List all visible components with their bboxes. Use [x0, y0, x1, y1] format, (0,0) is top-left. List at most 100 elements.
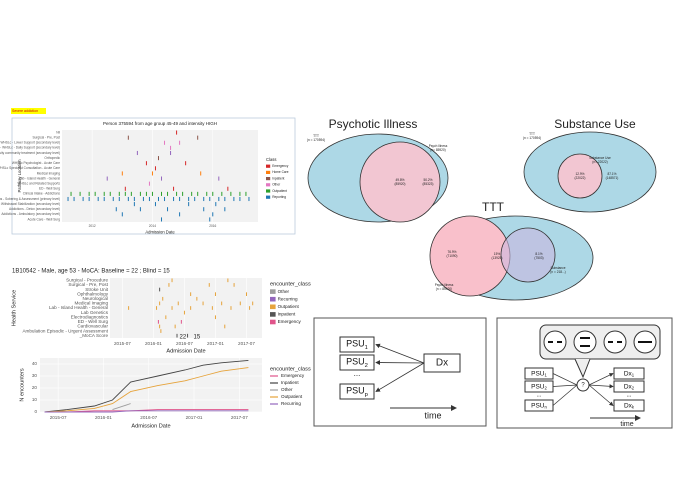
event: [154, 166, 156, 171]
venn-label: (148571): [606, 176, 619, 180]
event: [97, 196, 99, 202]
x-tick-label: 2012: [89, 224, 96, 228]
event: [127, 196, 129, 202]
legend-label: Outpatient: [278, 304, 300, 309]
annotation: 22: [179, 335, 186, 341]
series-line: [44, 359, 249, 413]
event: [130, 191, 132, 196]
arrow: [588, 373, 614, 386]
event: [103, 196, 105, 202]
node-label: PSUn: [531, 402, 547, 409]
legend-label: Other: [278, 289, 290, 294]
node-base: Dx: [624, 370, 633, 377]
y-tick-label: Addictions - Ambulatory (secondary level…: [1, 212, 60, 216]
arrow: [552, 384, 578, 406]
time-label: time: [424, 410, 441, 420]
event: [165, 315, 167, 320]
event: [179, 140, 181, 145]
y-tick-label: Residential Care - WHSLc - Lower Support…: [0, 141, 60, 145]
event: [124, 191, 126, 196]
x-tick-label: 2016-01: [95, 415, 112, 420]
x-tick-label: 2016-07: [176, 341, 193, 346]
venn-small: [500, 227, 556, 283]
y-tick-label: Surgical - Procedure: [66, 278, 108, 283]
y-tick-label: Nil: [56, 130, 60, 134]
event: [127, 135, 129, 140]
event: [183, 310, 185, 315]
node-base: PSU: [531, 370, 545, 377]
legend-label: Emergency: [272, 164, 289, 168]
node-sub: 1: [365, 345, 368, 351]
node-box: [613, 367, 645, 380]
x-tick-label: 2016: [209, 224, 216, 228]
arrow: [588, 384, 614, 389]
node-label: PSU1: [531, 370, 547, 377]
event: [215, 202, 217, 207]
event: [221, 301, 223, 306]
venn-label: Substance: [550, 266, 565, 270]
venn-label: (13925): [492, 256, 503, 260]
node-label: PSU2: [346, 357, 368, 369]
legend-swatch: [270, 304, 276, 310]
event: [252, 301, 254, 306]
event: [82, 196, 84, 202]
venn-label: (n = 85920): [436, 287, 452, 291]
node-label: Dxk: [624, 402, 635, 409]
x-axis-label: Admission Date: [166, 349, 205, 355]
y-axis-label: Health Service: [11, 290, 17, 326]
legend-label: Emergency: [281, 373, 305, 378]
event: [230, 191, 232, 196]
venn-label: (71090): [447, 254, 458, 258]
event: [177, 301, 179, 306]
series-line: [112, 403, 131, 411]
event: [227, 186, 229, 191]
time-label: time: [620, 421, 633, 428]
event: [106, 176, 108, 181]
venn-label: (n = 170594): [307, 138, 325, 142]
event: [194, 196, 196, 202]
state-icon: [603, 330, 627, 354]
event: [171, 306, 173, 310]
y-tick-label: Addictions - Sobering & Assessment (prim…: [0, 197, 60, 201]
legend-label: Inpatient: [281, 380, 299, 385]
legend-label: Home Care: [272, 170, 289, 174]
y-tick-label: Residential Care - WHSLc - Daily Support…: [0, 146, 60, 150]
node-base: PSU: [531, 383, 545, 390]
venn-label: 50.2%: [423, 178, 432, 182]
event: [224, 324, 226, 329]
event: [88, 191, 90, 196]
event: [164, 196, 166, 202]
venn-label: Psych Illness: [429, 144, 448, 148]
event: [124, 186, 126, 191]
note-highlight: [11, 108, 46, 114]
event: [224, 196, 226, 202]
event: [176, 130, 178, 135]
venn-label: (85323): [423, 182, 434, 186]
node-base: PSU: [346, 339, 365, 349]
event: [159, 301, 161, 306]
event: [208, 283, 210, 287]
event: [103, 191, 105, 196]
event: [133, 202, 135, 207]
state-icon: [543, 330, 567, 354]
legend-label: Inpatient: [278, 312, 296, 317]
venn-label: 8.1%: [535, 252, 542, 256]
event: [67, 196, 69, 202]
event: [118, 196, 120, 202]
event: [185, 161, 187, 166]
y-tick-label: Neurological: [82, 296, 108, 301]
legend-swatch: [266, 183, 271, 187]
event: [196, 296, 198, 301]
node-sub: k: [632, 405, 635, 410]
event: [164, 140, 166, 145]
event: [151, 191, 153, 196]
venn-title: Substance Use: [554, 117, 636, 131]
y-tick-label: Lab Genetics: [81, 310, 109, 315]
event: [174, 324, 176, 329]
node-sub: 2: [632, 386, 635, 391]
y-axis-label: N encounters: [19, 368, 25, 401]
venn-label: (85920): [395, 182, 406, 186]
node-sub: p: [365, 392, 368, 398]
event: [88, 196, 90, 202]
venn-title: Psychotic Illness: [329, 117, 418, 131]
